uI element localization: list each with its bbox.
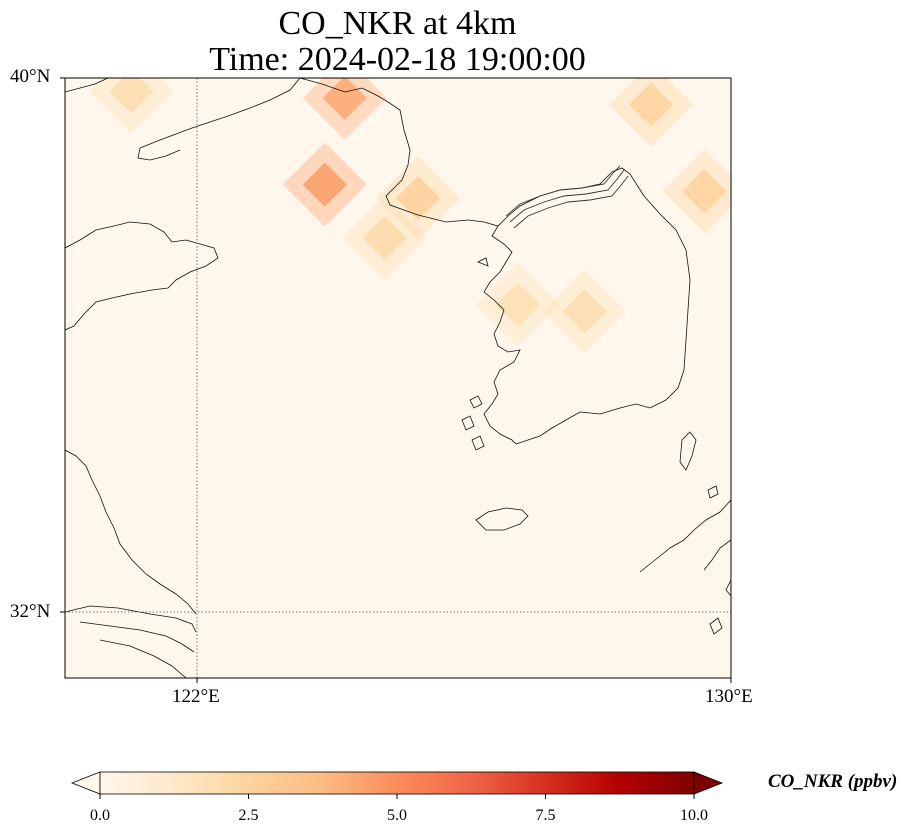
map-title-line2: Time: 2024-02-18 19:00:00 <box>209 41 586 78</box>
colorbar-label-0: 0.0 <box>90 807 110 824</box>
colorbar-title: CO_NKR (ppbv) <box>768 771 898 792</box>
colorbar-extend-min <box>70 771 101 795</box>
coastline-japan-west <box>707 485 719 499</box>
hotspot-6 <box>562 289 607 334</box>
coastline-bohai-inner <box>139 78 301 149</box>
hotspot-5 <box>682 169 727 214</box>
co-concentration-field <box>89 78 731 354</box>
colorbar <box>99 771 695 795</box>
hotspot-7 <box>495 282 540 327</box>
island-west-3 <box>471 435 485 451</box>
colorbar-extend-max <box>693 771 724 795</box>
hotspot-8 <box>109 78 154 114</box>
lat-label-40: 40°N <box>10 66 51 87</box>
lat-label-32: 32°N <box>10 601 51 622</box>
coastline-kyushu <box>639 499 731 573</box>
hotspot-1 <box>302 162 347 207</box>
island-west-2 <box>461 415 475 431</box>
lon-label-130: 130°E <box>705 686 753 707</box>
colorbar-label-5: 5.0 <box>387 807 407 824</box>
coastline-shandong <box>65 221 219 331</box>
lon-label-122: 122°E <box>172 686 220 707</box>
coastline-jiangsu <box>65 449 197 615</box>
hotspot-2 <box>395 176 440 220</box>
coastline-korea-west <box>483 225 521 445</box>
border-triple-line <box>505 165 629 229</box>
coastline-bohai-west <box>137 147 181 161</box>
map-background <box>65 78 731 678</box>
hotspot-4 <box>629 82 674 127</box>
colorbar-label-10: 10.0 <box>680 807 708 824</box>
coastline-bohai-north <box>65 78 109 93</box>
island-south-japan <box>709 617 723 635</box>
island-tsushima <box>679 431 697 471</box>
island-west-1 <box>469 395 483 409</box>
hotspot-3 <box>362 216 407 260</box>
island-west-4 <box>477 257 489 267</box>
map-frame <box>64 77 732 679</box>
colorbar-label-7-5: 7.5 <box>535 807 556 824</box>
coastline-yangtze-mouth <box>65 605 197 678</box>
coastline-kyushu-south <box>725 579 731 597</box>
island-jeju <box>475 507 529 531</box>
colorbar-label-2-5: 2.5 <box>238 807 259 824</box>
map-title-line1: CO_NKR at 4km <box>278 5 517 42</box>
